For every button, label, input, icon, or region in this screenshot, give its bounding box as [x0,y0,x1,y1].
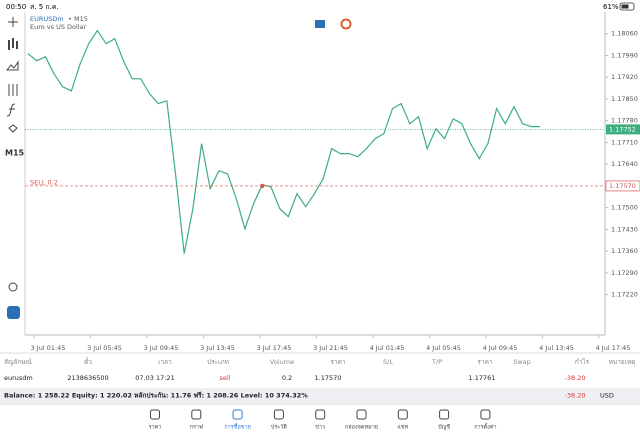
column-header[interactable]: T/P [431,358,442,366]
status-battery: 61% [603,3,619,11]
column-header[interactable]: หมายเหตุ [609,358,636,366]
nav-label[interactable]: ข่าว [315,425,325,431]
x-tick-label: 4 Jul 01:45 [370,344,405,352]
left-toolbar [5,17,19,292]
cell-ticket: 2138636500 [67,374,108,382]
nav-label[interactable]: แชท [397,424,408,431]
order-label: SELL 0.2 [30,178,58,186]
nav-icon[interactable] [273,409,284,420]
nav-icon[interactable] [191,409,202,420]
cell-type: sell [220,374,231,382]
cell-profit: -38.20 [565,374,586,382]
order-price-label: 1.17570 [609,182,636,190]
cell-current-price: 1.17761 [469,374,496,382]
nav-icon[interactable] [439,409,450,420]
nav-label[interactable]: ราคา [149,425,162,431]
y-tick-label: 1.17220 [611,291,638,299]
cell-volume: 0.2 [282,374,292,382]
bottom-nav: ราคา กราฟ การซื้อขาย ประวัติ ข่าว กล่องจดหมาย… [149,409,497,431]
x-tick-label: 3 Jul 17:45 [257,344,292,352]
current-price-box [606,124,640,135]
x-tick-label: 3 Jul 09:45 [144,344,179,352]
column-header[interactable]: สัญลักษณ์ [4,358,32,366]
currency: USD [600,392,614,400]
y-tick-label: 1.17850 [611,95,638,103]
y-tick-label: 1.17360 [611,247,638,255]
y-tick-label: 1.17710 [611,138,638,146]
column-header[interactable]: เวลา [158,358,172,366]
current-price-label: 1.17752 [609,125,636,133]
chart: 1.180601.179901.179201.178501.177801.177… [24,12,640,352]
column-header[interactable]: ประเภท [207,358,229,366]
app-logo[interactable] [7,306,20,319]
symbol-description: Euro vs US Dollar [30,23,87,31]
x-tick-label: 4 Jul 17:45 [596,344,631,352]
battery-level [621,4,629,9]
column-header[interactable]: S/L [383,358,393,366]
x-tick-label: 3 Jul 05:45 [87,344,122,352]
x-tick-label: 4 Jul 13:45 [539,344,574,352]
timeframe[interactable]: M15 [5,149,25,158]
nav-label[interactable]: การซื้อขาย [224,423,250,431]
cell-time: 07.03 17:21 [135,374,174,382]
symbol-name: EURUSDm [30,15,64,23]
zoom-tool[interactable] [8,282,18,292]
status-time: 00:50 [6,3,26,11]
order-price-box [605,180,640,192]
price-line [27,29,540,254]
y-tick-label: 1.17500 [611,204,638,212]
status-date: ส. 5 ก.ค. [30,3,59,11]
x-tick-label: 3 Jul 01:45 [31,344,66,352]
bars-tool[interactable] [5,60,19,71]
y-tick-label: 1.17430 [611,225,638,233]
y-tick-label: 1.17990 [611,51,638,59]
y-tick-label: 1.17290 [611,269,638,277]
indicators-tool[interactable] [8,84,18,96]
nav-label[interactable]: บัญชี [438,424,450,431]
y-tick-label: 1.17640 [611,160,638,168]
battery-icon [619,2,635,11]
trade-table: สัญลักษณ์ ตั๋ว เวลา ประเภท Volume ราคา S/L T/P ร… [4,357,635,382]
function-tool[interactable] [6,103,16,117]
nav-label[interactable]: กล่องจดหมาย [345,425,378,431]
x-tick-label: 4 Jul 09:45 [483,344,518,352]
symbol-timeframe: M15 [74,15,88,23]
objects-tool[interactable] [8,124,18,133]
y-tick-label: 1.18060 [611,30,638,38]
nav-label[interactable]: ประวัติ [271,424,287,431]
balance-text: Balance: 1 258.22 Equity: 1 220.02 หลักป… [4,392,308,400]
x-tick-label: 3 Jul 13:45 [200,344,235,352]
nav-icon[interactable] [150,409,160,420]
y-tick-label: 1.17780 [611,117,638,125]
column-header[interactable]: กำไร [575,358,590,366]
nav-icon[interactable] [480,409,491,420]
column-header[interactable]: Swap [513,358,531,366]
nav-icon[interactable] [232,409,243,420]
flag-us [340,18,352,30]
x-tick-label: 4 Jul 05:45 [426,344,461,352]
column-header[interactable]: Volume [270,358,294,366]
cell-symbol: eurusdm [4,374,33,382]
candles-tool[interactable] [8,38,18,50]
symbol-sep: • [68,15,72,23]
entry-marker [260,183,265,189]
nav-label[interactable]: กราฟ [190,424,203,431]
nav-icon[interactable] [397,409,408,420]
total-profit: -38.20 [565,392,586,400]
column-header[interactable]: ราคา [330,358,345,366]
nav-icon[interactable] [356,409,367,420]
crosshair-tool[interactable] [8,17,18,27]
flag-eu [315,20,325,28]
y-tick-label: 1.17920 [611,73,638,81]
nav-icon[interactable] [315,409,326,420]
column-header[interactable]: ตั๋ว [84,357,92,366]
column-header[interactable]: ราคา [477,358,492,366]
balance-bar [0,388,640,403]
x-tick-label: 3 Jul 21:45 [313,344,348,352]
nav-label[interactable]: การตั้งค่า [474,423,496,431]
cell-open-price: 1.17570 [315,374,342,382]
